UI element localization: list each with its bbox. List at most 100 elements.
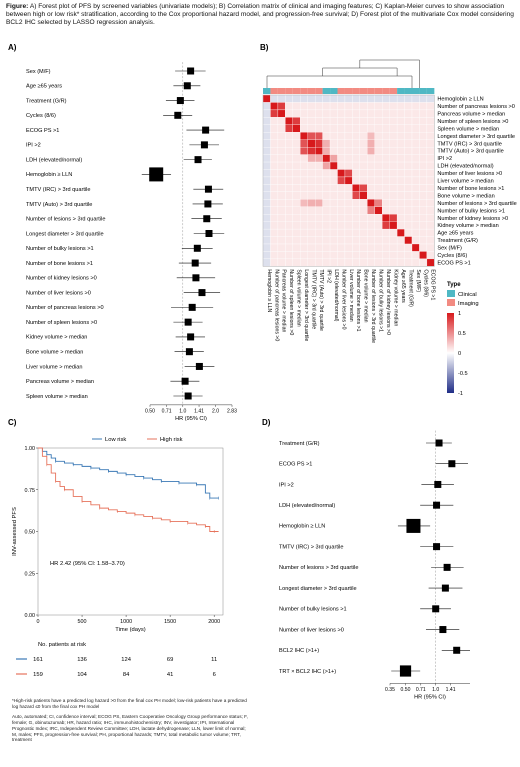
heatmap-row-label: Bone volume > median: [437, 193, 494, 199]
heatmap-cell: [404, 102, 413, 111]
heatmap-cell: [285, 228, 293, 237]
heatmap-row-label: Pancreas volume > median: [437, 111, 505, 117]
heatmap-cell: [307, 146, 316, 155]
heatmap-cell: [337, 124, 346, 133]
heatmap-cell: [270, 139, 279, 148]
heatmap-cell: [359, 199, 368, 207]
type-strip-cell: [367, 88, 375, 94]
heatmap-cell: [426, 199, 435, 207]
forest-d-hr-marker: [433, 501, 441, 509]
heatmap-cell: [374, 124, 383, 133]
heatmap-cell: [300, 199, 308, 207]
heatmap-cell: [411, 228, 420, 237]
heatmap-cell: [314, 236, 323, 245]
heatmap-cell: [367, 199, 375, 207]
km-curve-high-risk: [38, 447, 219, 532]
heatmap-cell: [322, 161, 331, 170]
heatmap-cell: [404, 243, 413, 252]
heatmap-cell: [404, 228, 413, 237]
heatmap-row-label: Kidney volume > median: [437, 223, 498, 229]
type-strip-cell: [337, 88, 345, 94]
heatmap-cell: [374, 236, 383, 245]
heatmap-cell: [389, 102, 398, 111]
type-strip-cell: [307, 88, 316, 94]
risk-table-value: 104: [77, 672, 87, 678]
heatmap-cell: [337, 109, 346, 118]
heatmap-cell: [367, 161, 375, 170]
forest-a-hr-marker: [181, 377, 189, 385]
heatmap-cell: [374, 206, 383, 215]
heatmap-cell: [322, 214, 331, 222]
dendrogram-branches: [266, 59, 420, 88]
heatmap-cell: [344, 94, 353, 103]
heatmap-row-label: Age ≥65 years: [437, 231, 473, 237]
heatmap-cell: [337, 214, 346, 222]
heatmap-cell: [382, 94, 390, 103]
heatmap-cell: [337, 102, 346, 111]
heatmap-cell: [337, 161, 346, 170]
heatmap-cell: [374, 243, 383, 252]
heatmap-col-label: Number of spleen lesions >0: [288, 269, 294, 335]
heatmap-cell: [344, 154, 353, 163]
km-curve-low-risk: [38, 447, 219, 499]
heatmap-cell: [344, 243, 353, 252]
heatmap-cell: [314, 206, 323, 215]
forest-d-row-label: IPI >2: [279, 482, 294, 488]
heatmap-cell: [285, 102, 293, 111]
heatmap-cell: [285, 243, 293, 252]
heatmap-cell: [300, 214, 308, 222]
heatmap-cell: [367, 117, 375, 125]
type-strip-cell: [330, 88, 338, 94]
heatmap-cell: [285, 191, 293, 200]
heatmap-cell: [344, 206, 353, 215]
heatmap-cell: [322, 169, 331, 178]
heatmap-cell: [285, 169, 293, 178]
heatmap-cell: [396, 154, 405, 163]
heatmap-cell: [374, 221, 383, 230]
heatmap-cell: [307, 199, 316, 207]
forest-d-hr-marker: [435, 439, 443, 447]
km-plot-frame: [37, 447, 224, 616]
heatmap-cell: [329, 109, 338, 118]
heatmap-cell: [262, 243, 271, 252]
forest-a-row-label: Spleen volume > median: [26, 394, 88, 400]
heatmap-col-label: Number of pancreas lesions >0: [273, 269, 279, 341]
heatmap-cell: [374, 184, 383, 192]
forest-a-row-label: TMTV (IRC) > 3rd quartile: [26, 187, 91, 193]
heatmap-cell: [329, 169, 338, 178]
heatmap-cell: [344, 258, 353, 267]
heatmap-cell: [419, 191, 428, 200]
heatmap-cell: [419, 184, 428, 192]
heatmap-cell: [352, 236, 360, 245]
heatmap-cell: [352, 184, 360, 192]
heatmap-col-label: LDH (elevated/normal): [333, 269, 339, 321]
heatmap-cell: [359, 243, 368, 252]
heatmap-cell: [382, 146, 390, 155]
forest-a-hr-marker: [149, 167, 164, 182]
heatmap-cell: [367, 243, 375, 252]
heatmap-cell: [329, 139, 338, 148]
heatmap-cell: [322, 102, 331, 111]
forest-a-row-label: ECOG PS >1: [26, 128, 59, 134]
caption-text: A) Forest plot of PFS by screened variab…: [6, 3, 514, 27]
forest-a-hr-marker: [191, 259, 199, 267]
heatmap-cell: [344, 169, 353, 178]
heatmap-cell: [367, 221, 375, 230]
heatmap-cell: [352, 154, 360, 163]
heatmap-cell: [270, 124, 279, 133]
risk-table-value: 11: [211, 657, 217, 663]
forest-d-row-label: TMTV (IRC) > 3rd quartile: [279, 544, 344, 550]
forest-d-row-label: Treatment (G/R): [279, 441, 320, 447]
heatmap-cell: [300, 146, 308, 155]
heatmap-cell: [382, 154, 390, 163]
heatmap-cell: [329, 243, 338, 252]
heatmap-cell: [382, 228, 390, 237]
heatmap-cell: [367, 236, 375, 245]
heatmap-cell: [404, 258, 413, 267]
heatmap-cell: [285, 214, 293, 222]
heatmap-cell: [329, 154, 338, 163]
forest-d-tick-label: 1.0: [432, 687, 439, 693]
heatmap-cell: [277, 221, 286, 230]
heatmap-col-label: Sex (M/F): [415, 269, 421, 292]
